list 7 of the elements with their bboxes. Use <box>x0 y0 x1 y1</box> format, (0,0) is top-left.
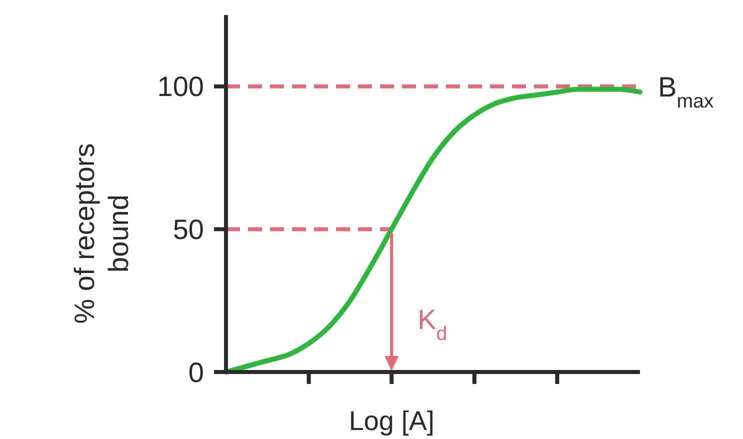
ref-line-label: B$_{max}$ <box>658 71 714 112</box>
y-axis-title: % of receptors bound <box>69 143 134 324</box>
y-tick-label: 0 <box>188 356 204 388</box>
annotation: K$_{d}$ <box>418 304 448 346</box>
x-axis-title: Log [A] <box>348 406 434 436</box>
y-tick-label: 50 <box>172 214 204 245</box>
y-tick-label: 100 <box>157 71 204 102</box>
